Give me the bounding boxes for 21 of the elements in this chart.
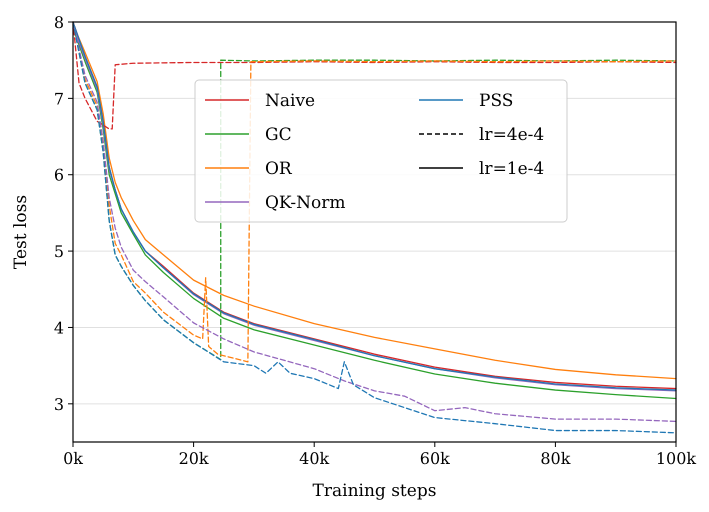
y-axis-title: Test loss xyxy=(11,194,31,270)
legend-label: QK-Norm xyxy=(265,193,346,213)
legend-label: GC xyxy=(265,125,292,145)
x-tick-label: 0k xyxy=(63,449,84,468)
y-tick-label: 3 xyxy=(54,394,64,414)
y-tick-label: 5 xyxy=(54,242,64,262)
y-tick-label: 8 xyxy=(54,13,64,32)
x-tick-label: 100k xyxy=(656,449,696,468)
legend-label: PSS xyxy=(479,91,514,111)
y-tick-label: 6 xyxy=(54,166,64,185)
legend-label: lr=1e-4 xyxy=(479,159,544,179)
x-tick-label: 40k xyxy=(299,449,330,468)
x-tick-label: 80k xyxy=(540,449,571,468)
y-tick-label: 7 xyxy=(54,89,64,108)
x-tick-label: 20k xyxy=(178,449,209,468)
x-axis-title: Training steps xyxy=(312,481,436,501)
legend-label: OR xyxy=(265,159,293,179)
legend-label: lr=4e-4 xyxy=(479,125,544,145)
legend-label: Naive xyxy=(265,91,316,111)
x-tick-label: 60k xyxy=(420,449,450,468)
y-tick-label: 4 xyxy=(54,318,64,338)
